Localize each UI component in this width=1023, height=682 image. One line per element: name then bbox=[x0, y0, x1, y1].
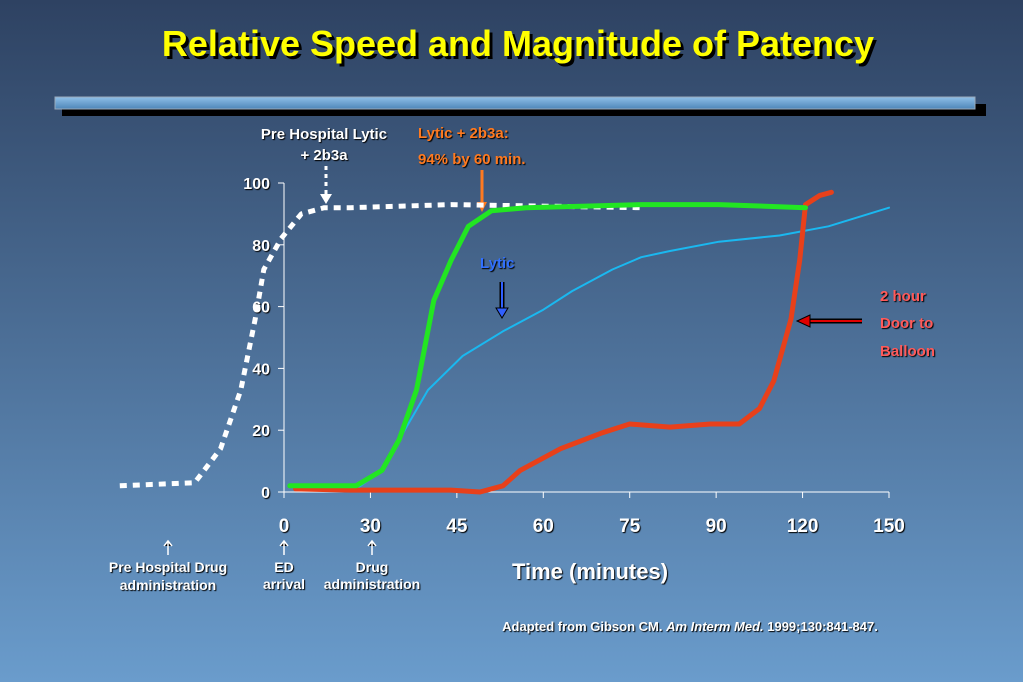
y-tick-label: 0 bbox=[261, 485, 270, 502]
x-axis-label: Time (minutes) bbox=[512, 559, 668, 584]
annotation: arrival bbox=[263, 576, 305, 592]
y-tick-label: 20 bbox=[252, 423, 270, 440]
arrow-head bbox=[795, 314, 811, 328]
annotation: Pre Hospital Lytic bbox=[261, 126, 387, 143]
title: Relative Speed and Magnitude of Patency bbox=[162, 23, 874, 64]
x-tick-label: 150 bbox=[873, 516, 905, 537]
x-tick-label: 45 bbox=[446, 516, 468, 537]
y-tick-label: 40 bbox=[252, 361, 270, 378]
annotation: Balloon bbox=[880, 343, 935, 360]
x-tick-label: 30 bbox=[360, 516, 381, 537]
x-tick-label: 75 bbox=[619, 516, 641, 537]
annotation: 94% by 60 min. bbox=[418, 151, 526, 168]
y-tick-label: 80 bbox=[252, 238, 270, 255]
citation-text: Adapted from Gibson CM. bbox=[502, 619, 666, 634]
annotation: Lytic + 2b3a: bbox=[418, 125, 509, 142]
annotation: + 2b3a bbox=[300, 147, 348, 164]
citation-text: 1999;130:841-847. bbox=[764, 619, 878, 634]
series-line bbox=[355, 206, 890, 490]
annotation: 2 hour bbox=[880, 288, 926, 305]
arrow-head bbox=[495, 307, 509, 319]
annotation: Door to bbox=[880, 315, 933, 332]
series-line bbox=[287, 202, 808, 489]
rule bbox=[54, 96, 976, 110]
citation: Adapted from Gibson CM. Am Interm Med. 1… bbox=[502, 619, 878, 634]
annotation: Drug bbox=[356, 559, 389, 575]
annotation: ED bbox=[274, 559, 293, 575]
plot: 0 20 40 60 80 100 0 30 45 60 75 90 120 150 bbox=[119, 176, 905, 537]
y-tick-label: 100 bbox=[243, 176, 270, 193]
x-tick-label: 0 bbox=[279, 516, 290, 537]
annotation: administration bbox=[324, 576, 420, 592]
annotation: Lytic bbox=[480, 255, 514, 272]
arrow-head bbox=[320, 194, 332, 204]
y-tick-label: 60 bbox=[252, 300, 270, 317]
series-line bbox=[293, 189, 834, 495]
x-tick-label: 120 bbox=[787, 516, 819, 537]
annotation: Pre Hospital Drug bbox=[109, 559, 227, 575]
pointer-arrows bbox=[163, 539, 377, 555]
annotation: administration bbox=[120, 577, 216, 593]
citation-journal: Am Interm Med. bbox=[665, 619, 764, 634]
x-tick-label: 90 bbox=[706, 516, 727, 537]
series-line bbox=[119, 202, 642, 489]
x-tick-label: 60 bbox=[533, 516, 554, 537]
